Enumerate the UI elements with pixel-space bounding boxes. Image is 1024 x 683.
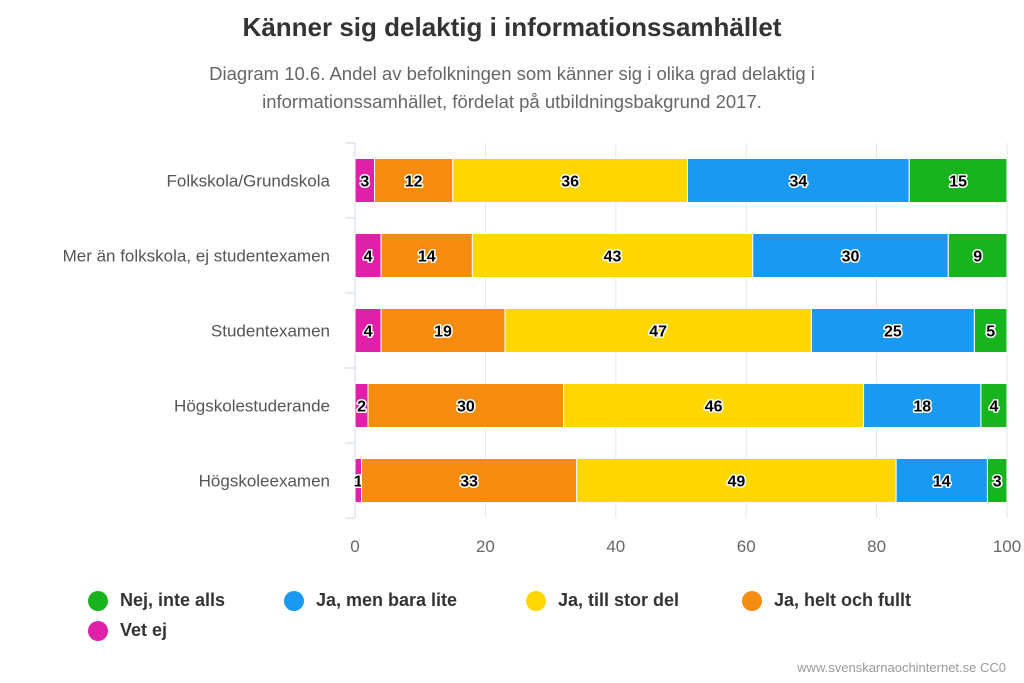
data-label: 14	[418, 249, 436, 266]
legend-dot-icon	[742, 590, 762, 611]
bar-segment	[354, 308, 382, 353]
x-tick-label: 40	[606, 537, 625, 556]
bar-segment	[367, 383, 565, 428]
data-label: 4	[364, 324, 373, 341]
bar-segment	[947, 233, 1008, 278]
data-label: 25	[884, 324, 902, 341]
legend-dot-icon	[88, 590, 108, 611]
legend-item-vet-ej[interactable]: Vet ej	[88, 620, 167, 641]
legend-dot-icon	[526, 590, 546, 611]
bar-segment	[752, 233, 949, 278]
data-label: 5	[986, 324, 995, 341]
bar-segment	[895, 458, 988, 503]
legend-label: Nej, inte alls	[120, 590, 226, 610]
data-label: 14	[933, 474, 951, 491]
data-label: 3	[993, 474, 1002, 491]
data-label: 49	[728, 474, 746, 491]
data-label: 46	[705, 399, 723, 416]
bar-segment	[563, 383, 865, 428]
x-tick-label: 100	[993, 537, 1021, 556]
legend-dot-icon	[88, 620, 108, 641]
legend-item-ja-helt-och-fullt[interactable]: Ja, helt och fullt	[742, 590, 911, 611]
data-label: 15	[949, 174, 967, 191]
data-label: 18	[913, 399, 931, 416]
legend-label: Vet ej	[120, 620, 168, 640]
bar-segment	[452, 158, 689, 203]
category-label: Mer än folkskola, ej studentexamen	[63, 247, 330, 266]
legend-item-nej-inte-alls[interactable]: Nej, inte alls	[88, 590, 225, 611]
data-label: 33	[460, 474, 478, 491]
bar-segment	[863, 383, 982, 428]
category-label: Studentexamen	[211, 322, 330, 341]
data-label: 34	[789, 174, 807, 191]
bar-segment	[908, 158, 1008, 203]
category-label: Högskolestuderande	[174, 397, 330, 416]
x-tick-label: 80	[867, 537, 886, 556]
data-label: 36	[561, 174, 579, 191]
data-label: 4	[364, 249, 373, 266]
data-label: 30	[457, 399, 475, 416]
legend-label: Ja, helt och fullt	[774, 590, 912, 610]
x-tick-label: 0	[350, 537, 359, 556]
data-label: 2	[357, 399, 366, 416]
credit-text: www.svenskarnaochinternet.se CC0	[797, 660, 1006, 675]
legend-label: Ja, till stor del	[558, 590, 680, 610]
category-label: Högskoleexamen	[199, 472, 330, 491]
x-tick-label: 20	[476, 537, 495, 556]
x-tick-label: 60	[737, 537, 756, 556]
chart-title: Känner sig delaktig i informationssamhäl…	[242, 12, 782, 42]
category-label: Folkskola/Grundskola	[167, 172, 331, 191]
data-label: 19	[434, 324, 452, 341]
bar-segment	[374, 158, 454, 203]
legend-item-ja-men-bara-lite[interactable]: Ja, men bara lite	[284, 590, 457, 611]
legend-item-ja-till-stor-del[interactable]: Ja, till stor del	[526, 590, 679, 611]
data-label: 30	[842, 249, 860, 266]
bar-segment	[980, 383, 1008, 428]
data-label: 43	[604, 249, 622, 266]
bar-segment	[471, 233, 754, 278]
data-label: 47	[649, 324, 667, 341]
chart-subtitle: Diagram 10.6. Andel av befolkningen som …	[209, 63, 815, 112]
legend-dot-icon	[284, 590, 304, 611]
data-label: 9	[973, 249, 982, 266]
bar-segment	[380, 233, 473, 278]
bar-segment	[986, 458, 1008, 503]
data-label: 4	[990, 399, 999, 416]
bar-segment	[576, 458, 897, 503]
data-label: 3	[360, 174, 369, 191]
data-label: 12	[405, 174, 423, 191]
legend-label: Ja, men bara lite	[316, 590, 458, 610]
bar-segment	[973, 308, 1008, 353]
